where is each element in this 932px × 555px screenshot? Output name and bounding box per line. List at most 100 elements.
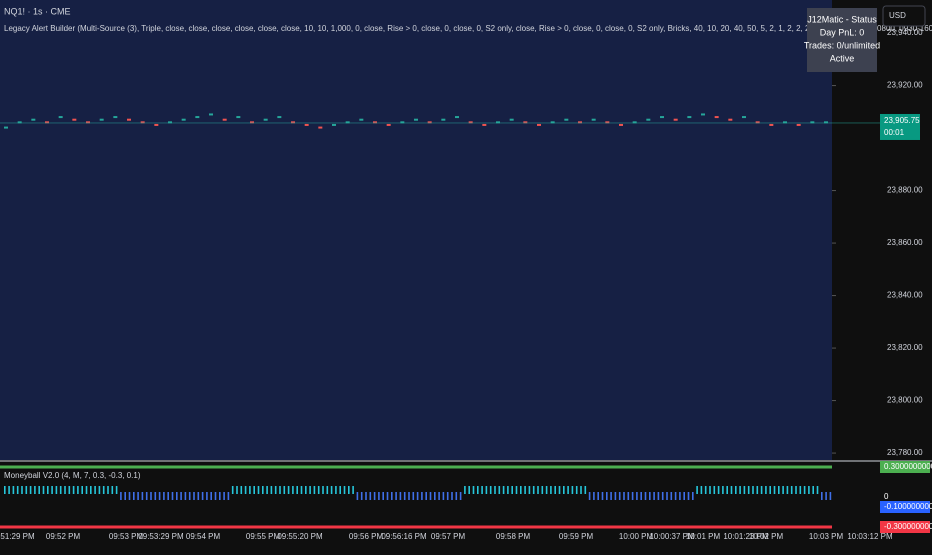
level-box — [880, 521, 930, 533]
histogram-bar — [532, 486, 535, 494]
histogram-bar — [219, 492, 221, 500]
histogram-bar — [683, 492, 685, 500]
histogram-bar — [249, 486, 251, 494]
histogram-bar — [606, 492, 608, 500]
histogram-bar — [326, 486, 329, 494]
price-bar — [414, 118, 418, 121]
price-bar — [373, 121, 377, 124]
histogram-bar — [661, 492, 664, 500]
price-bar — [455, 116, 459, 119]
price-bar — [113, 116, 118, 119]
time-label: 09:55 PM — [246, 532, 281, 541]
current-price-label: 23,905.75 — [884, 116, 920, 125]
status-line: Day PnL: 0 — [820, 27, 865, 37]
histogram-bar — [55, 486, 58, 494]
histogram-bar — [141, 492, 144, 500]
histogram-bar — [575, 486, 578, 494]
price-bar — [810, 121, 815, 124]
price-bar — [277, 116, 282, 119]
histogram-bar — [773, 486, 776, 494]
histogram-bar — [571, 486, 574, 494]
price-bar — [58, 116, 63, 119]
price-bar — [345, 121, 350, 124]
histogram-bar — [674, 492, 677, 500]
price-bar — [482, 123, 487, 126]
time-label: 09:51:29 PM — [0, 532, 35, 541]
histogram-bar — [266, 486, 268, 494]
histogram-bar — [145, 492, 148, 500]
histogram-bar — [421, 492, 423, 500]
histogram-bar — [352, 486, 354, 494]
price-bar — [537, 123, 541, 126]
histogram-bar — [21, 486, 23, 494]
price-bar — [783, 121, 787, 124]
histogram-bar — [795, 486, 797, 494]
histogram-bar — [481, 486, 483, 494]
histogram-bar — [227, 492, 230, 500]
histogram-bar — [631, 492, 634, 500]
level-label: 0 — [884, 492, 889, 501]
histogram-bar — [825, 492, 827, 500]
time-label: 10:00 PM — [619, 532, 654, 541]
histogram-bar — [812, 486, 814, 494]
histogram-bar — [348, 486, 350, 494]
histogram-bar — [81, 486, 83, 494]
histogram-bar — [558, 486, 561, 494]
histogram-bar — [171, 492, 174, 500]
histogram-bar — [735, 486, 737, 494]
histogram-bar — [601, 492, 604, 500]
indicator-legend: Legacy Alert Builder (Multi-Source (3), … — [4, 24, 932, 33]
histogram-bar — [382, 492, 384, 500]
price-bar — [359, 118, 364, 121]
price-bar — [209, 113, 213, 116]
histogram-bar — [429, 492, 432, 500]
price-bar — [550, 121, 555, 124]
histogram-bar — [270, 486, 273, 494]
histogram-bar — [778, 486, 780, 494]
histogram-bar — [799, 486, 802, 494]
histogram-bar — [709, 486, 711, 494]
price-tick-label: 23,880.00 — [887, 186, 923, 195]
histogram-bar — [756, 486, 759, 494]
currency-button[interactable] — [882, 5, 926, 27]
histogram-bar — [765, 486, 767, 494]
histogram-bar — [468, 486, 470, 494]
countdown: 00:01 — [884, 128, 905, 137]
histogram-bar — [111, 486, 114, 494]
status-panel — [807, 8, 877, 72]
histogram-bar — [610, 492, 612, 500]
price-bar — [168, 121, 172, 124]
histogram-bar — [584, 486, 587, 494]
price-bar — [564, 118, 569, 121]
currency-label: USD — [889, 11, 906, 20]
histogram-bar — [236, 486, 238, 494]
histogram-bar — [416, 492, 419, 500]
histogram-bar — [292, 486, 294, 494]
histogram-bar — [115, 486, 118, 494]
histogram-bar — [623, 492, 625, 500]
histogram-bar — [369, 492, 372, 500]
histogram-bar — [782, 486, 784, 494]
price-bar — [291, 121, 295, 124]
histogram-bar — [563, 486, 565, 494]
histogram-bar — [520, 486, 522, 494]
histogram-bar — [257, 486, 260, 494]
price-bar — [318, 126, 323, 129]
time-label: 09:52 PM — [46, 532, 81, 541]
price-bar — [127, 118, 131, 121]
histogram-bar — [42, 486, 45, 494]
histogram-bar — [545, 486, 548, 494]
histogram-bar — [201, 492, 204, 500]
histogram-bar — [47, 486, 49, 494]
price-bar — [660, 116, 664, 119]
histogram-bar — [262, 486, 264, 494]
histogram-bar — [378, 492, 380, 500]
histogram-bar — [704, 486, 707, 494]
histogram-bar — [821, 492, 823, 500]
histogram-bar — [137, 492, 139, 500]
histogram-bar — [464, 486, 466, 494]
time-label: 10:03 PM — [809, 532, 844, 541]
histogram-bar — [102, 486, 105, 494]
histogram-bar — [188, 492, 191, 500]
